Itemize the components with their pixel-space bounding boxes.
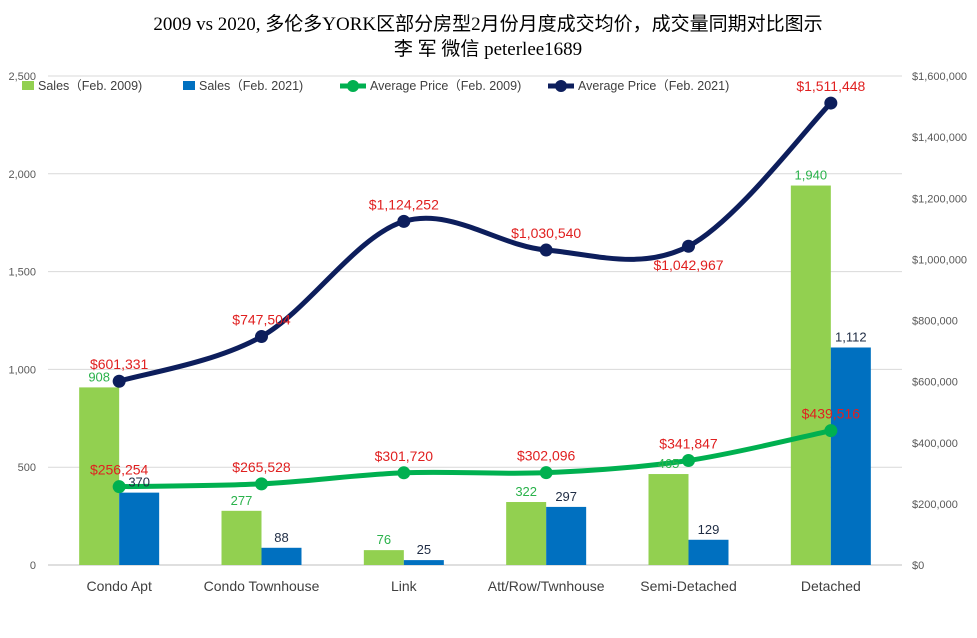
bar-value-label: 277 bbox=[231, 493, 253, 508]
price-value-label: $301,720 bbox=[375, 448, 434, 464]
chart-subtitle: 李 军 微信 peterlee1689 bbox=[394, 38, 582, 60]
legend-label: Sales（Feb. 2021) bbox=[199, 79, 303, 93]
bar-value-label: 465 bbox=[658, 456, 680, 471]
line-marker-2021 bbox=[539, 243, 553, 257]
left-axis-tick-label: 0 bbox=[30, 560, 36, 572]
right-axis-ticks: $0 $200,000 $400,000 $600,000 $800,000 $1,000… bbox=[912, 71, 967, 572]
category-label: Detached bbox=[801, 578, 861, 594]
bar-2009 bbox=[648, 474, 689, 565]
legend: Sales（Feb. 2009) Sales（Feb. 2021) Average … bbox=[22, 79, 729, 93]
left-axis-tick-label: 1,500 bbox=[8, 267, 36, 279]
legend-marker bbox=[555, 80, 567, 92]
bar-2021 bbox=[688, 539, 729, 565]
right-axis-tick-label: $0 bbox=[912, 560, 924, 572]
line-avg-price-2021 bbox=[116, 100, 834, 384]
bar-value-label: 129 bbox=[698, 522, 720, 537]
bar-value-label: 25 bbox=[417, 542, 431, 557]
bar-series bbox=[79, 185, 871, 565]
bar-value-label: 76 bbox=[377, 532, 391, 547]
price-value-label: $256,254 bbox=[90, 462, 149, 478]
price-value-label: $341,847 bbox=[659, 436, 718, 452]
bar-2009 bbox=[506, 502, 547, 565]
bar-value-label: 322 bbox=[515, 484, 537, 499]
price-value-label: $439,516 bbox=[802, 406, 861, 422]
price-value-label: $747,504 bbox=[232, 312, 291, 328]
line-marker-2021 bbox=[397, 214, 411, 228]
legend-swatch bbox=[183, 81, 195, 90]
price-value-label: $1,511,448 bbox=[796, 78, 865, 94]
right-axis-tick-label: $200,000 bbox=[912, 499, 958, 511]
bar-value-label: 297 bbox=[555, 489, 577, 504]
category-label: Att/Row/Twnhouse bbox=[488, 578, 605, 594]
right-axis-tick-label: $400,000 bbox=[912, 438, 958, 450]
legend-label: Average Price（Feb. 2009) bbox=[370, 79, 521, 93]
line-marker-2021 bbox=[682, 239, 695, 253]
data-labels: 908 277 76 322 465 1,940 370 88 25 297 129 1,112 $25… bbox=[88, 78, 866, 557]
bar-2009 bbox=[790, 185, 831, 565]
price-value-label: $1,042,967 bbox=[653, 257, 723, 273]
bar-value-label: 1,940 bbox=[795, 168, 828, 183]
legend-swatch bbox=[22, 81, 34, 90]
bar-value-label: 88 bbox=[274, 530, 288, 545]
bar-value-label: 370 bbox=[128, 475, 150, 490]
line-marker-2009 bbox=[255, 477, 268, 491]
bar-2021 bbox=[403, 560, 444, 565]
bar-2021 bbox=[261, 547, 302, 565]
category-labels: Condo Apt Condo Townhouse Link Att/Row/Twnh… bbox=[86, 578, 860, 594]
price-value-label: $265,528 bbox=[232, 459, 291, 475]
left-axis-tick-label: 2,000 bbox=[8, 169, 36, 181]
line-marker-2009 bbox=[112, 480, 126, 494]
bar-2009 bbox=[363, 550, 404, 565]
line-marker-2021 bbox=[824, 96, 838, 110]
legend-marker bbox=[347, 80, 359, 92]
category-label: Condo Apt bbox=[86, 578, 151, 594]
left-axis-tick-label: 500 bbox=[18, 462, 36, 474]
bar-value-label: 908 bbox=[88, 369, 110, 384]
bar-2021 bbox=[546, 506, 587, 565]
line-marker-2021 bbox=[255, 330, 268, 344]
bar-2009 bbox=[221, 510, 262, 565]
bar-2021 bbox=[119, 492, 160, 565]
line-series bbox=[112, 96, 838, 494]
gridlines bbox=[48, 75, 902, 566]
legend-label: Sales（Feb. 2009) bbox=[38, 79, 142, 93]
left-axis-tick-label: 2,500 bbox=[8, 71, 36, 83]
right-axis-tick-label: $1,600,000 bbox=[912, 71, 967, 83]
right-axis-tick-label: $1,200,000 bbox=[912, 193, 967, 205]
price-value-label: $601,331 bbox=[90, 356, 149, 372]
left-axis-ticks: 0 500 1,000 1,500 2,000 2,500 bbox=[8, 71, 36, 572]
line-marker-2009 bbox=[682, 454, 695, 468]
category-label: Condo Townhouse bbox=[204, 578, 320, 594]
line-marker-2009 bbox=[824, 424, 838, 438]
right-axis-tick-label: $800,000 bbox=[912, 316, 958, 328]
chart-title: 2009 vs 2020, 多伦多YORK区部分房型2月份月度成交均价，成交量同… bbox=[153, 13, 822, 35]
legend-label: Average Price（Feb. 2021) bbox=[578, 79, 729, 93]
price-value-label: $1,030,540 bbox=[511, 225, 581, 241]
category-label: Semi-Detached bbox=[640, 578, 737, 594]
price-value-label: $302,096 bbox=[517, 448, 576, 464]
right-axis-tick-label: $600,000 bbox=[912, 377, 958, 389]
line-marker-2009 bbox=[397, 466, 411, 480]
category-label: Link bbox=[391, 578, 418, 594]
bar-2021 bbox=[830, 347, 871, 565]
line-marker-2021 bbox=[112, 374, 126, 388]
right-axis-tick-label: $1,000,000 bbox=[912, 254, 967, 266]
price-value-label: $1,124,252 bbox=[369, 196, 439, 212]
line-marker-2009 bbox=[539, 466, 553, 480]
bar-value-label: 1,112 bbox=[835, 329, 867, 344]
line-avg-price-2009 bbox=[116, 428, 834, 490]
right-axis-tick-label: $1,400,000 bbox=[912, 132, 967, 144]
bar-2009 bbox=[79, 387, 120, 565]
left-axis-tick-label: 1,000 bbox=[8, 364, 36, 376]
